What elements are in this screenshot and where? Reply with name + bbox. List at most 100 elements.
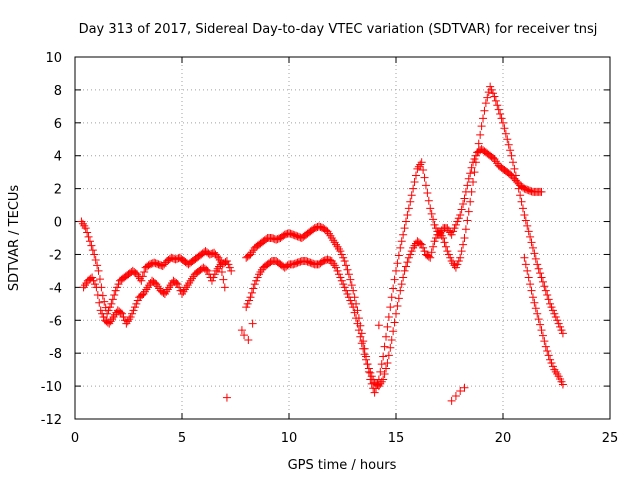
- data-point: [352, 314, 361, 323]
- data-point: [500, 124, 509, 133]
- data-point: [526, 232, 535, 241]
- data-point: [544, 351, 553, 360]
- data-point: [383, 359, 392, 368]
- data-point: [431, 234, 440, 242]
- data-point: [349, 286, 358, 295]
- data-point: [217, 268, 226, 277]
- data-point: [366, 368, 375, 377]
- data-point: [129, 306, 138, 315]
- x-tick-label: 0: [71, 431, 79, 446]
- data-point: [387, 336, 396, 345]
- data-point: [339, 253, 348, 262]
- data-point: [87, 241, 96, 250]
- y-tick-label: -12: [41, 413, 62, 428]
- data-point: [252, 276, 261, 285]
- data-point: [247, 288, 256, 297]
- data-point: [443, 247, 452, 256]
- data-point: [534, 315, 543, 324]
- data-point: [397, 280, 406, 289]
- x-tick-label: 25: [602, 431, 619, 446]
- data-point: [390, 318, 399, 327]
- data-point: [531, 254, 540, 263]
- data-point: [340, 257, 349, 266]
- data-point: [91, 255, 100, 264]
- data-point: [386, 303, 395, 312]
- data-point: [340, 283, 349, 292]
- data-point: [440, 238, 449, 247]
- data-point: [210, 270, 219, 279]
- data-point: [453, 217, 462, 226]
- data-point: [454, 257, 463, 266]
- data-point: [480, 106, 489, 115]
- data-point: [430, 237, 439, 246]
- data-point: [551, 312, 560, 321]
- data-point: [396, 243, 405, 252]
- data-point: [450, 224, 459, 233]
- data-point: [404, 204, 413, 213]
- data-point: [237, 326, 246, 335]
- data-point: [530, 298, 539, 307]
- data-point: [370, 388, 379, 397]
- data-point: [527, 238, 536, 247]
- data-point: [333, 266, 342, 275]
- data-point: [419, 165, 428, 174]
- data-point: [470, 155, 479, 164]
- data-point: [137, 276, 146, 285]
- data-point: [548, 306, 557, 315]
- plot-frame: [74, 56, 611, 420]
- data-point: [463, 181, 472, 190]
- data-point: [362, 355, 371, 364]
- data-point: [417, 240, 426, 249]
- data-point: [528, 293, 537, 302]
- data-point: [245, 296, 254, 305]
- data-point: [369, 375, 378, 384]
- data-point: [460, 234, 469, 242]
- data-point: [550, 309, 559, 318]
- data-point: [209, 273, 218, 282]
- data-point: [507, 151, 516, 160]
- data-point: [486, 82, 495, 91]
- data-point: [244, 336, 253, 345]
- data-point: [83, 228, 92, 237]
- data-point: [454, 214, 463, 223]
- data-point: [520, 210, 529, 219]
- data-point: [557, 326, 566, 335]
- data-point: [481, 99, 490, 108]
- data-point: [336, 247, 345, 256]
- data-point: [367, 372, 376, 381]
- data-point: [90, 280, 99, 289]
- data-point: [392, 309, 400, 318]
- data-point: [424, 252, 433, 261]
- data-point: [227, 266, 236, 275]
- data-point: [401, 262, 410, 271]
- data-point: [409, 184, 418, 193]
- data-point: [253, 273, 262, 282]
- data-point: [133, 296, 142, 305]
- data-point: [399, 230, 408, 239]
- data-point: [357, 339, 366, 348]
- data-point: [172, 278, 181, 287]
- data-point: [546, 355, 555, 364]
- data-point: [506, 146, 515, 155]
- data-point: [343, 289, 352, 298]
- grid: [75, 57, 610, 419]
- data-point: [453, 260, 462, 269]
- data-point: [499, 118, 507, 127]
- data-point: [444, 250, 453, 259]
- x-tick-label: 20: [495, 431, 512, 446]
- data-point: [382, 364, 391, 373]
- data-point: [374, 321, 383, 330]
- data-point: [248, 319, 257, 328]
- data-point: [494, 105, 503, 114]
- data-point: [113, 283, 122, 292]
- data-point: [396, 286, 405, 295]
- data-point: [243, 299, 252, 308]
- data-point: [540, 282, 549, 291]
- data-point: [537, 326, 546, 335]
- data-point: [516, 191, 525, 200]
- data-point: [346, 296, 355, 305]
- data-point: [543, 346, 552, 355]
- data-point: [394, 294, 403, 303]
